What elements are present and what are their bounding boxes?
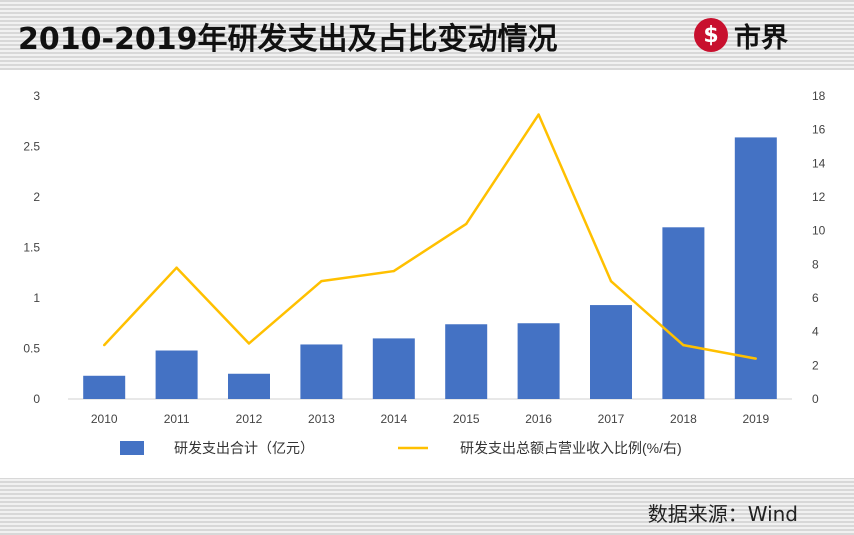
legend-line-label: 研发支出总额占营业收入比例(%/右) xyxy=(460,440,682,456)
line-point xyxy=(682,343,685,347)
legend-bar-label: 研发支出合计（亿元） xyxy=(174,440,314,456)
bar xyxy=(300,344,343,399)
left-axis-tick-label: 0 xyxy=(33,392,40,406)
combo-chart: 0 0.5 1 1.5 2 2.5 3 0 2 4 6 8 10 12 14 16 18 2010 2011 2012… xyxy=(23,89,826,456)
x-axis-tick-label: 2012 xyxy=(236,412,263,426)
x-axis-tick-label: 2011 xyxy=(164,412,190,426)
left-axis-tick-label: 0.5 xyxy=(23,342,40,356)
line-point xyxy=(609,279,613,283)
right-axis-tick-label: 8 xyxy=(812,257,819,271)
x-axis-tick-label: 2015 xyxy=(453,412,480,426)
line-point xyxy=(465,222,468,226)
right-axis-tick-label: 6 xyxy=(812,291,819,305)
line-point xyxy=(537,113,540,116)
right-axis-tick-label: 4 xyxy=(812,325,819,339)
left-axis-tick-label: 3 xyxy=(33,89,40,103)
right-axis-tick-label: 12 xyxy=(812,190,826,204)
right-axis-tick-label: 18 xyxy=(812,89,826,103)
bar xyxy=(155,350,198,399)
legend-bar-swatch xyxy=(120,441,144,455)
line-point xyxy=(320,279,323,283)
x-axis-tick-label: 2016 xyxy=(525,412,552,426)
line-point xyxy=(392,269,395,273)
right-axis-tick-label: 2 xyxy=(812,358,819,372)
dollar-icon: $ xyxy=(694,18,728,52)
series-line xyxy=(103,113,757,360)
right-axis-tick-label: 16 xyxy=(812,123,826,137)
chart-area: 0 0.5 1 1.5 2 2.5 3 0 2 4 6 8 10 12 14 16 18 2010 2011 2012… xyxy=(0,72,854,480)
x-axis-tick-label: 2010 xyxy=(91,412,118,426)
left-axis-tick-label: 1.5 xyxy=(23,241,40,255)
x-axis-tick-label: 2017 xyxy=(598,412,625,426)
right-axis-tick-label: 14 xyxy=(812,156,826,170)
footer-banner: 数据来源：Wind xyxy=(0,478,854,535)
left-axis-tick-label: 1 xyxy=(33,291,40,305)
left-axis-tick-label: 2.5 xyxy=(23,140,40,154)
x-axis-tick-label: 2019 xyxy=(742,412,769,426)
line-point xyxy=(754,357,757,360)
page-title: 2010-2019年研发支出及占比变动情况 xyxy=(18,22,558,57)
x-axis-tick-label: 2014 xyxy=(380,412,407,426)
bar xyxy=(445,324,488,399)
bar xyxy=(517,323,560,399)
bar xyxy=(83,375,126,399)
bar xyxy=(372,338,415,399)
bar xyxy=(590,305,632,399)
x-axis-tick-label: 2013 xyxy=(308,412,335,426)
line-point xyxy=(103,343,106,347)
left-axis-tick-label: 2 xyxy=(33,190,40,204)
right-axis-tick-label: 10 xyxy=(812,224,826,238)
line-point xyxy=(175,266,178,269)
brand-name: 市界 xyxy=(734,22,788,54)
brand-logo: $ 市界 xyxy=(694,17,788,54)
bar xyxy=(228,373,270,399)
x-axis-tick-label: 2018 xyxy=(670,412,697,426)
data-source: 数据来源：Wind xyxy=(647,502,798,526)
bar xyxy=(662,227,705,399)
line-point xyxy=(247,342,251,345)
header-banner: 2010-2019年研发支出及占比变动情况 $ 市界 xyxy=(0,0,854,70)
right-axis-tick-label: 0 xyxy=(812,392,819,406)
